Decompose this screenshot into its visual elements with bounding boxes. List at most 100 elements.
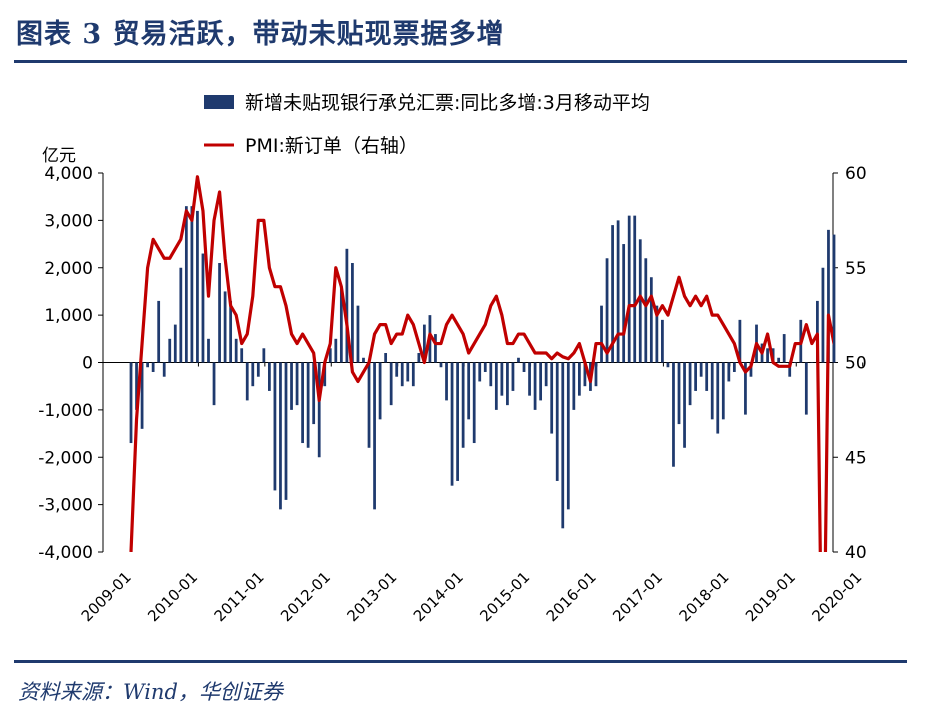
left-tick-label: -2,000	[38, 448, 93, 468]
bar	[672, 362, 675, 467]
bar	[162, 362, 166, 377]
bar	[816, 300, 819, 363]
bar	[644, 258, 648, 363]
bar	[411, 362, 415, 387]
bar	[312, 362, 316, 425]
bar	[539, 362, 543, 401]
x-tick-label: 2019-01	[742, 568, 799, 625]
bar	[600, 305, 603, 363]
pmi-line	[129, 175, 833, 552]
bar	[434, 334, 437, 363]
left-tick-label: 3,000	[44, 211, 93, 231]
right-tick-label: 40	[845, 543, 867, 563]
bar	[173, 324, 177, 363]
source-note: 资料来源：Wind，华创证券	[18, 680, 283, 704]
right-tick-label: 50	[845, 354, 867, 374]
bar	[339, 286, 343, 363]
bar	[184, 206, 188, 363]
bar	[710, 362, 714, 420]
bar	[273, 362, 277, 491]
bar	[572, 362, 576, 410]
bar	[295, 362, 299, 406]
bar	[622, 244, 626, 363]
bar	[616, 220, 620, 363]
title-rule	[14, 60, 907, 63]
bar	[251, 362, 255, 387]
x-tick-label: 2010-01	[144, 568, 201, 625]
left-tick-label: -3,000	[38, 496, 93, 516]
bar	[716, 362, 720, 434]
bar	[301, 362, 304, 444]
bar	[577, 362, 581, 396]
bar	[450, 362, 454, 486]
legend-bar-swatch	[204, 95, 234, 109]
bar	[489, 362, 493, 387]
bar	[517, 357, 520, 363]
legend: 新增未贴现银行承兑汇票:同比多增:3月移动平均 PMI:新订单（右轴）	[204, 92, 650, 157]
bar	[694, 362, 697, 391]
bar	[732, 362, 736, 372]
bar	[655, 305, 659, 363]
bar	[506, 362, 509, 406]
footer-rule	[14, 660, 907, 663]
bar	[683, 362, 686, 448]
x-tick-label: 2020-01	[808, 568, 865, 625]
bar	[256, 362, 260, 377]
legend-bar-label: 新增未贴现银行承兑汇票:同比多增:3月移动平均	[245, 92, 650, 114]
left-tick-label: -4,000	[38, 543, 93, 563]
bar	[262, 348, 266, 363]
bar	[793, 362, 797, 363]
bar	[140, 362, 144, 429]
bar	[151, 362, 155, 372]
bar	[218, 263, 221, 363]
bar	[561, 362, 565, 529]
x-tick-label: 2015-01	[476, 568, 533, 625]
x-tick-label: 2016-01	[543, 568, 600, 625]
bar	[268, 362, 271, 391]
bar	[661, 319, 664, 363]
bar	[810, 362, 814, 363]
bar	[782, 334, 786, 363]
bar	[766, 348, 769, 363]
bar	[583, 362, 587, 387]
bar	[461, 362, 465, 448]
bar	[345, 248, 349, 363]
bar	[351, 263, 354, 363]
bar	[334, 338, 338, 363]
right-tick-label: 60	[845, 164, 867, 184]
bar	[135, 362, 138, 410]
bar	[129, 362, 133, 444]
bar	[362, 357, 365, 363]
bar	[550, 362, 554, 434]
x-tick-label: 2013-01	[343, 568, 400, 625]
bar	[666, 362, 670, 368]
bar	[727, 362, 731, 382]
left-axis-unit: 亿元	[42, 146, 76, 166]
bar-series	[129, 206, 836, 529]
bar	[201, 253, 205, 363]
bar	[649, 277, 653, 363]
bar	[439, 362, 443, 368]
bar	[611, 225, 614, 363]
bar	[384, 353, 388, 363]
bar	[146, 362, 149, 368]
bar	[544, 362, 548, 387]
bar	[777, 357, 781, 363]
bar	[804, 362, 808, 415]
bar	[223, 291, 227, 363]
x-tick-label: 2011-01	[211, 568, 268, 625]
bar	[494, 362, 498, 410]
legend-line-label: PMI:新订单（右轴）	[245, 135, 418, 157]
bar	[705, 362, 709, 391]
bar	[234, 338, 238, 363]
right-tick-label: 45	[845, 448, 867, 468]
bar	[522, 362, 526, 372]
bar	[279, 362, 282, 510]
bar	[378, 362, 382, 420]
bar	[367, 362, 371, 448]
bar	[389, 362, 393, 406]
bar	[245, 362, 249, 401]
bar	[196, 210, 199, 363]
bar	[832, 234, 836, 363]
bar	[472, 362, 476, 444]
